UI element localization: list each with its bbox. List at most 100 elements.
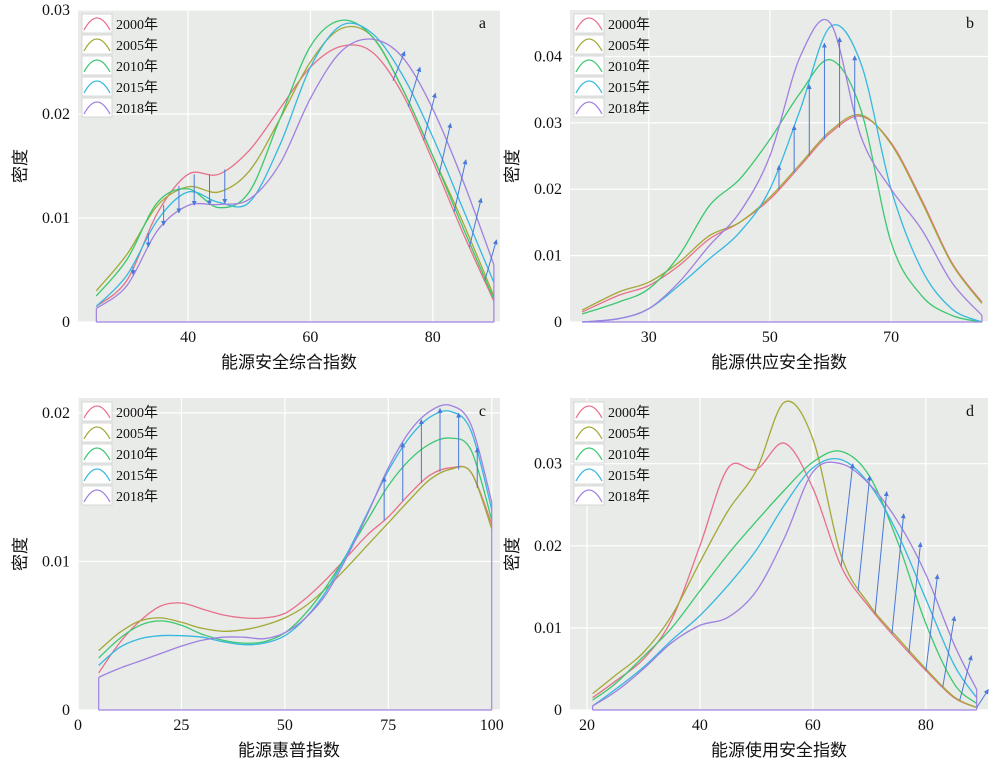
legend-label: 2010年 — [116, 447, 158, 463]
legend-swatch — [575, 59, 603, 73]
legend-swatch — [575, 17, 603, 31]
legend-label: 2005年 — [608, 38, 650, 54]
x-tick-label: 20 — [579, 717, 595, 734]
legend-label: 2018年 — [608, 101, 650, 117]
legend-key — [573, 464, 605, 485]
x-tick-label: 25 — [173, 717, 189, 734]
shift-arrow — [407, 66, 422, 107]
series-line-2005年 — [98, 465, 493, 652]
legend-key — [573, 443, 605, 464]
shift-arrow — [959, 655, 973, 701]
legend-key — [573, 55, 605, 76]
shift-arrow — [925, 574, 940, 671]
legend-item: 2000年 — [81, 13, 158, 34]
y-axis-label: 密度 — [503, 537, 523, 571]
x-tick-label: 70 — [883, 329, 899, 346]
legend-swatch — [575, 489, 603, 503]
y-tick-label: 0.03 — [42, 2, 70, 19]
legend-swatch — [83, 489, 111, 503]
x-tick-label: 60 — [302, 329, 318, 346]
legend-item: 2000年 — [573, 401, 650, 422]
legend-item: 2005年 — [81, 422, 158, 443]
legend-key — [573, 13, 605, 34]
shift-arrow — [468, 197, 483, 248]
legend-key — [81, 97, 113, 118]
panel-letter: d — [966, 403, 974, 420]
legend-label: 2005年 — [116, 426, 158, 442]
legend-swatch — [575, 447, 603, 461]
series-line-2015年 — [98, 410, 493, 666]
legend-item: 2018年 — [573, 97, 650, 118]
y-tick-label: 0.01 — [534, 248, 562, 265]
x-axis-label: 能源惠普指数 — [238, 741, 340, 761]
legend-item: 2015年 — [573, 76, 650, 97]
legend-item: 2000年 — [573, 13, 650, 34]
legend-item: 2000年 — [81, 401, 158, 422]
x-tick-label: 40 — [180, 329, 196, 346]
legend-swatch — [575, 468, 603, 482]
y-tick-label: 0.01 — [42, 210, 70, 227]
legend-swatch — [83, 80, 111, 94]
x-tick-label: 50 — [762, 329, 778, 346]
y-tick-label: 0 — [62, 702, 70, 719]
x-tick-label: 30 — [641, 329, 657, 346]
legend: 2000年 2005年 2010年 2015年 2018年 — [573, 13, 650, 118]
plot-background — [570, 398, 988, 710]
shift-arrow — [942, 615, 957, 687]
y-tick-label: 0.02 — [534, 538, 562, 555]
series-line-2015年 — [592, 457, 978, 707]
legend-label: 2018年 — [116, 101, 158, 117]
legend-swatch — [83, 447, 111, 461]
legend-key — [573, 97, 605, 118]
shift-arrow — [874, 491, 889, 614]
legend-label: 2000年 — [116, 17, 158, 33]
legend-swatch — [575, 80, 603, 94]
legend-key — [81, 34, 113, 55]
legend-item: 2005年 — [573, 422, 650, 443]
panel-b: 30 50 7000.010.020.030.04b能源供应安全指数密度2000年2… — [503, 10, 988, 373]
y-tick-label: 0.01 — [42, 553, 70, 570]
legend: 2000年 2005年 2010年 2015年 2018年 — [81, 13, 158, 118]
legend-label: 2005年 — [116, 38, 158, 54]
plot-background — [78, 398, 500, 710]
series-line-2005年 — [592, 400, 977, 709]
y-axis-label: 密度 — [11, 537, 31, 571]
shift-arrow — [891, 513, 906, 634]
legend-item: 2018年 — [81, 485, 158, 506]
legend-key — [81, 422, 113, 443]
shift-arrow — [392, 51, 406, 81]
legend-item: 2018年 — [573, 485, 650, 506]
y-tick-label: 0.04 — [534, 48, 562, 65]
legend-label: 2010年 — [608, 59, 650, 75]
series-line-2010年 — [581, 59, 983, 323]
legend: 2000年 2005年 2010年 2015年 2018年 — [573, 401, 650, 506]
legend-key — [81, 13, 113, 34]
legend-label: 2000年 — [608, 17, 650, 33]
shift-arrow — [484, 239, 498, 282]
shift-arrow — [423, 92, 437, 141]
panel-letter: a — [479, 15, 486, 32]
y-tick-label: 0.03 — [534, 456, 562, 473]
legend-swatch — [575, 38, 603, 52]
legend-swatch — [575, 101, 603, 115]
panel-letter: b — [966, 15, 974, 32]
series-line-2005年 — [581, 113, 983, 311]
y-tick-label: 0.02 — [42, 405, 70, 422]
legend-key — [573, 34, 605, 55]
x-tick-label: 80 — [425, 329, 441, 346]
legend-swatch — [575, 405, 603, 419]
legend-swatch — [83, 38, 111, 52]
y-tick-label: 0 — [554, 314, 562, 331]
x-tick-label: 100 — [480, 717, 504, 734]
y-tick-label: 0.03 — [534, 115, 562, 132]
legend-key — [573, 401, 605, 422]
legend-item: 2010年 — [81, 55, 158, 76]
shift-arrow — [840, 463, 855, 567]
x-tick-label: 75 — [380, 717, 396, 734]
legend-item: 2015年 — [81, 464, 158, 485]
x-tick-label: 40 — [692, 717, 708, 734]
legend-item: 2015年 — [573, 464, 650, 485]
shift-arrow — [438, 122, 453, 176]
